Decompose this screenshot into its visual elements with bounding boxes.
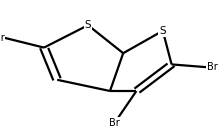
Text: S: S [85, 20, 91, 30]
Text: S: S [160, 26, 166, 36]
Text: Br: Br [207, 62, 218, 72]
Text: Br: Br [109, 118, 120, 128]
Text: Br: Br [0, 33, 4, 43]
